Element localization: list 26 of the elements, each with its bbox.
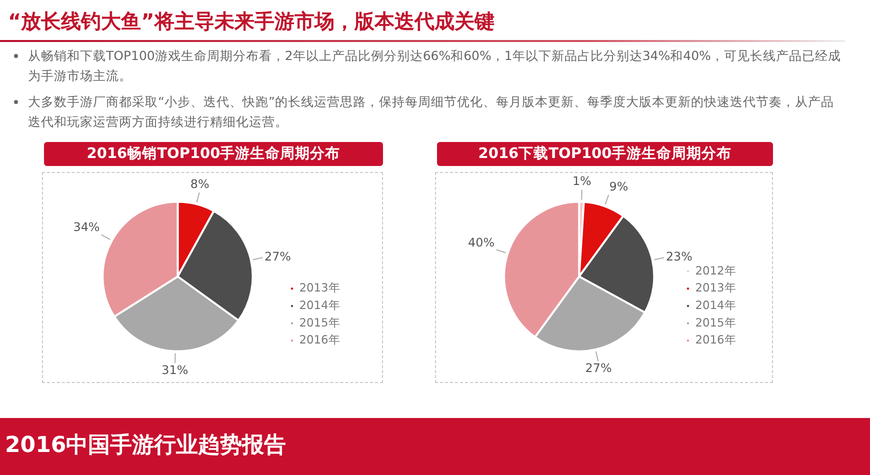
data-label: 1% — [572, 174, 592, 188]
data-label: 9% — [609, 179, 628, 194]
data-label: 23% — [666, 249, 692, 264]
legend-label: 2015年 — [695, 315, 736, 330]
footer-band: 2016中国手游行业趋势报告 — [0, 418, 870, 475]
title-banner: 2016下载TOP100手游生命周期分布 — [437, 142, 773, 166]
legend-label: 2014年 — [299, 298, 340, 312]
data-label: 27% — [585, 361, 612, 376]
data-label: 40% — [468, 235, 495, 250]
legend-label: 2015年 — [299, 315, 340, 330]
legend-label: 2016年 — [695, 332, 736, 347]
legend-label: 2016年 — [299, 332, 340, 347]
legend-label: 2014年 — [695, 298, 736, 312]
data-label: 27% — [264, 249, 292, 264]
data-label: 34% — [73, 220, 100, 234]
legend-label: 2012年 — [695, 263, 736, 278]
text: 大多数手游厂商都采取“小步、迭代、快跑”的长线运营思路，保持每周细节优化、每月版本更新、每季度大版本更新的快速迭代节奏，从产品迭代和玩家运营两方面持续进行精细化运营。 — [28, 93, 835, 131]
title-banner: 2016畅销TOP100手游生命周期分布 — [44, 142, 383, 166]
chart-title: 2016畅销TOP100手游生命周期分布 — [86, 146, 340, 162]
text: “放长线钓大鱼”将主导未来手游市场，版本迭代成关键 — [8, 8, 494, 35]
data-label: 8% — [190, 176, 210, 191]
data-label: 31% — [162, 363, 188, 378]
legend-label: 2013年 — [695, 280, 736, 295]
chart-title: 2016下载TOP100手游生命周期分布 — [478, 146, 732, 162]
legend-label: 2013年 — [299, 280, 340, 295]
text: 从畅销和下载TOP100游戏生命周期分布看，2年以上产品比例分别达66%和60%，1年以下新品占比分别达34%和40%，可见长线产品已经成为手游市场主流。 — [28, 47, 842, 85]
